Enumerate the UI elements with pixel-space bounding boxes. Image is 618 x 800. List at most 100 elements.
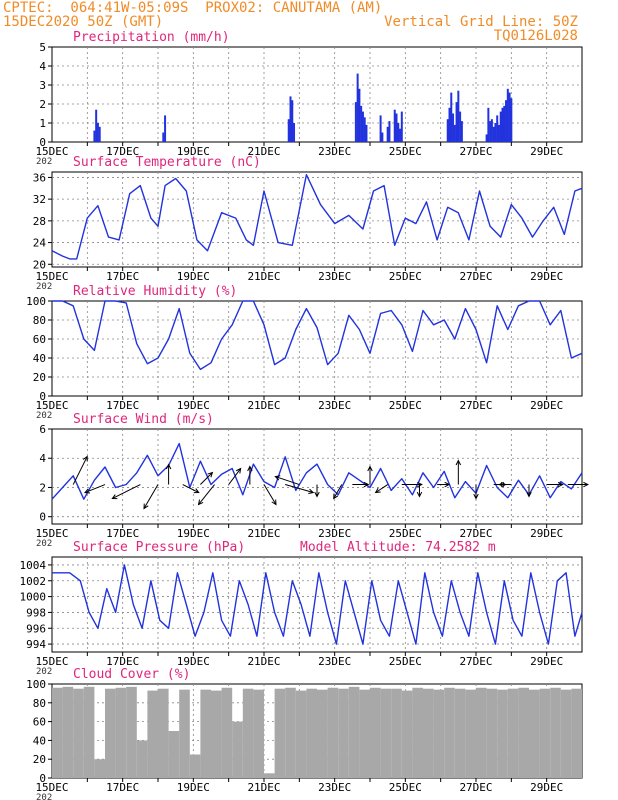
- precip-bar: [95, 109, 98, 142]
- precip-bar: [492, 126, 495, 142]
- rh-frame: [51, 300, 583, 397]
- rh-xtick-label: 23DEC: [318, 399, 351, 412]
- wind-vector-head: [235, 467, 242, 474]
- wind-ytick-label: 0: [39, 511, 46, 524]
- precip-bar: [388, 121, 391, 142]
- cloud-ytick-label: 100: [26, 678, 46, 691]
- wind-vector-head: [374, 487, 381, 494]
- precip-bar: [365, 124, 368, 142]
- wind-vector-head: [247, 465, 253, 472]
- wind-vector-head: [111, 494, 118, 500]
- wind-vector-head: [498, 481, 505, 488]
- cloud-bar: [401, 690, 413, 778]
- pres-xtick-label: 23DEC: [318, 655, 351, 668]
- rh-xtick-label: 15DEC: [35, 399, 68, 412]
- rh-xtick-label: 25DEC: [389, 399, 422, 412]
- rh-ytick-label: 40: [33, 352, 46, 365]
- cloud-bar: [295, 690, 307, 778]
- cloud-bar: [253, 689, 264, 778]
- cloud-bar: [571, 688, 582, 778]
- cloud-xtick-label: 23DEC: [318, 781, 351, 794]
- pres-ytick-label: 996: [26, 622, 46, 635]
- precip-ytick-label: 2: [39, 98, 46, 111]
- precip-bar: [489, 121, 492, 142]
- precip-bar: [505, 100, 508, 142]
- pres-ytick-label: 1002: [20, 575, 47, 588]
- wind-vector-head: [333, 493, 339, 500]
- precip-xtick-label: 21DEC: [247, 145, 280, 158]
- wind-vector: [333, 484, 343, 499]
- pres-title: Surface Pressure (hPa): [73, 540, 245, 555]
- cloud-xtick-label: 17DEC: [106, 781, 139, 794]
- precip-bar: [501, 107, 504, 142]
- precip-xtick-label: 29DEC: [530, 145, 563, 158]
- precip-frame: [51, 46, 583, 143]
- cloud-bar: [83, 686, 95, 778]
- wind-vector: [112, 484, 141, 499]
- temp-ytick-label: 32: [33, 193, 46, 206]
- cloud-bar: [497, 689, 508, 778]
- precip-bar: [455, 102, 458, 142]
- cloud-bar: [327, 687, 339, 778]
- temp-xtick-label: 15DEC: [35, 270, 68, 283]
- cloud-x-sublabel: 202: [36, 793, 52, 800]
- precip-bar: [459, 111, 462, 142]
- cloud-bar: [476, 687, 487, 778]
- wind-vector-head: [444, 481, 451, 488]
- precip-bar: [395, 113, 398, 142]
- wind-vector-head: [367, 465, 373, 472]
- precip-ytick-label: 5: [39, 41, 46, 54]
- wind-vector-head: [557, 481, 564, 488]
- wind-vector: [143, 484, 159, 509]
- header-station-info: CPTEC: 064:41W-05:09S PROX02: CANUTAMA (…: [3, 0, 383, 16]
- cloud-bar: [242, 688, 254, 778]
- temp-frame: [51, 171, 583, 268]
- precip-bar: [508, 92, 511, 142]
- precip-bar: [490, 119, 493, 142]
- precip-bar: [452, 113, 455, 142]
- wind-vector-head: [417, 481, 423, 488]
- cloud-bar: [486, 688, 498, 778]
- temp-xtick-label: 19DEC: [177, 270, 210, 283]
- pres-annotation: Model Altitude: 74.2582 m: [300, 540, 496, 555]
- wind-series-line: [51, 442, 583, 500]
- chart-header: CPTEC: 064:41W-05:09S PROX02: CANUTAMA (…: [0, 0, 618, 45]
- cloud-bar: [73, 688, 84, 778]
- precip-bar: [363, 117, 366, 142]
- cloud-bar: [391, 688, 402, 778]
- cloud-bar: [444, 687, 455, 778]
- precip-xtick-label: 23DEC: [318, 145, 351, 158]
- precip-ytick-label: 4: [39, 60, 46, 73]
- wind-xtick-label: 27DEC: [459, 527, 492, 540]
- rh-xtick-label: 21DEC: [247, 399, 280, 412]
- cloud-bar: [115, 687, 127, 778]
- precip-bar: [460, 121, 463, 142]
- wind-xtick-label: 19DEC: [177, 527, 210, 540]
- temp-xtick-label: 29DEC: [530, 270, 563, 283]
- precip-bar: [293, 123, 296, 142]
- cloud-ytick-label: 0: [39, 772, 46, 785]
- wind-vector-head: [583, 481, 589, 488]
- wind-vector: [228, 468, 242, 485]
- precip-xtick-label: 27DEC: [459, 145, 492, 158]
- wind-vector-head: [165, 463, 172, 470]
- temp-xtick-label: 17DEC: [106, 270, 139, 283]
- cloud-xtick-label: 29DEC: [530, 781, 563, 794]
- cloud-ytick-label: 40: [33, 734, 46, 747]
- precip-bar: [289, 96, 292, 142]
- wind-vector-head: [455, 459, 462, 466]
- wind-vector-head: [193, 488, 200, 494]
- wind-vector-head: [416, 491, 423, 498]
- pres-ytick-label: 1000: [20, 591, 47, 604]
- precip-xtick-label: 25DEC: [389, 145, 422, 158]
- cloud-bar: [221, 687, 233, 778]
- wind-vector: [263, 484, 277, 505]
- precip-bar: [386, 126, 389, 142]
- temp-ytick-label: 28: [33, 215, 46, 228]
- precip-bar: [93, 130, 96, 142]
- cloud-xtick-label: 27DEC: [459, 781, 492, 794]
- wind-vector-head: [526, 491, 532, 498]
- precip-bar: [448, 107, 451, 142]
- wind-ytick-label: 4: [39, 452, 46, 465]
- precip-bar: [503, 105, 506, 142]
